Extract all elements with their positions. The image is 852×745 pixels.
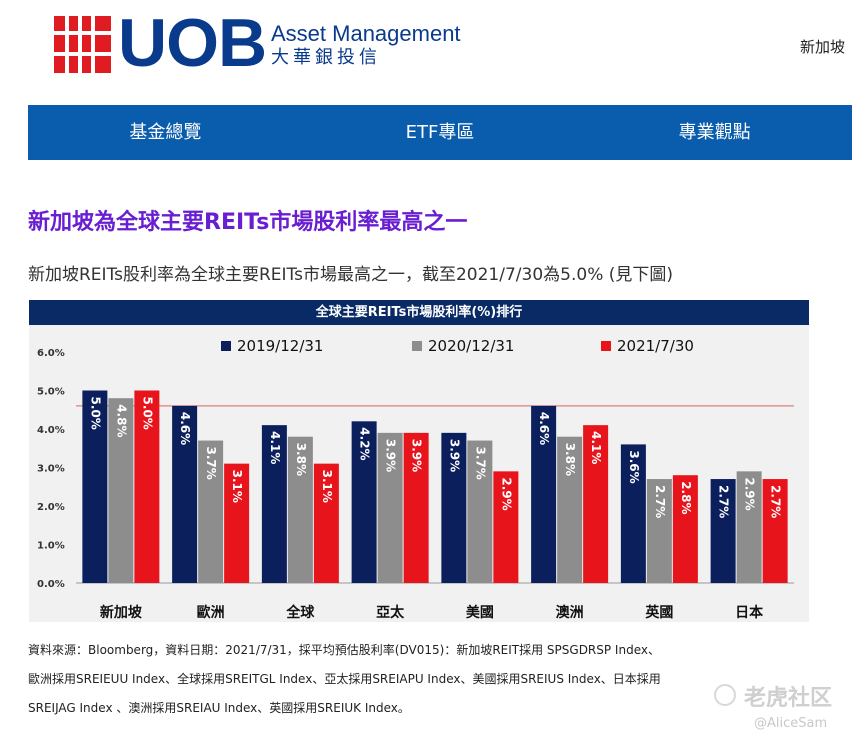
bar [351, 421, 377, 583]
footnote-line: 資料來源：Bloomberg，資料日期：2021/7/31，採平均預估股利率(D… [28, 643, 660, 657]
bar [493, 471, 519, 583]
x-category-label: 澳洲 [556, 604, 584, 621]
bar [108, 398, 134, 583]
uob-grid-gap [78, 16, 82, 73]
bar-data-label: 2.7% [653, 485, 667, 518]
x-category-label: 英國 [644, 604, 673, 621]
bar-data-label: 2.9% [743, 477, 757, 510]
bar [557, 436, 583, 583]
bar-data-label: 2.9% [499, 477, 513, 510]
article-intro: 新加坡REITs股利率為全球主要REITs市場最高之一，截至2021/7/30為… [28, 265, 674, 285]
uob-grid-bg [54, 16, 111, 73]
bar-data-label: 4.1% [268, 431, 282, 464]
nav-item-fund-overview[interactable]: 基金總覽 [129, 122, 202, 143]
uob-grid-icon [54, 16, 111, 73]
uob-grid-gap [91, 16, 95, 73]
bar-data-label: 2.8% [679, 481, 693, 514]
chart-title: 全球主要REITs市場股利率(%)排行 [29, 300, 809, 325]
bar [287, 436, 313, 583]
bar-data-label: 5.0% [140, 397, 154, 430]
legend-label: 2020/12/31 [428, 337, 514, 355]
bar [646, 479, 672, 583]
x-category-label: 美國 [466, 604, 494, 621]
bar-data-label: 4.8% [114, 404, 128, 437]
bar [467, 440, 493, 583]
legend-swatch [221, 341, 231, 351]
x-category-label: 新加坡 [100, 604, 143, 621]
bar-data-label: 3.9% [447, 439, 461, 472]
y-tick-label: 3.0% [37, 464, 65, 475]
y-tick-label: 5.0% [37, 387, 65, 398]
y-tick-label: 1.0% [37, 541, 65, 552]
bar [531, 405, 557, 583]
bar-data-label: 3.6% [627, 450, 641, 483]
region-selector[interactable]: 新加坡 [800, 38, 846, 56]
y-tick-label: 0.0% [37, 579, 65, 590]
article-headline: 新加坡為全球主要REITs市場股利率最高之一 [28, 210, 468, 235]
legend-swatch [601, 341, 611, 351]
uob-grid-gap [65, 16, 69, 73]
bar-data-label: 3.1% [230, 470, 244, 503]
nav-item-etf[interactable]: ETF專區 [405, 122, 475, 143]
bar [672, 475, 698, 583]
y-tick-label: 4.0% [37, 425, 65, 436]
bar [224, 463, 250, 583]
footnote-line: SREIJAG Index 、澳洲採用SREIAU Index、英國採用SREI… [28, 701, 410, 715]
bar [710, 479, 736, 583]
watermark-text: 老虎社区 [744, 686, 833, 711]
bar [198, 440, 224, 583]
y-tick-label: 6.0% [37, 348, 65, 359]
brand-name-cn: 大華銀投信 [271, 47, 381, 68]
x-category-label: 日本 [735, 604, 764, 621]
source-footnote: 資料來源：Bloomberg，資料日期：2021/7/31，採平均預估股利率(D… [28, 636, 728, 723]
bar-data-label: 5.0% [88, 397, 102, 430]
tiger-logo-icon [714, 684, 736, 706]
bar [377, 432, 403, 583]
bar [620, 444, 646, 583]
bar-data-label: 2.7% [769, 485, 783, 518]
bar-data-label: 3.9% [384, 439, 398, 472]
brand-name-en: Asset Management [271, 21, 461, 46]
uob-grid-gap [54, 31, 111, 35]
brand-logo-text: UOB [118, 5, 267, 81]
legend-swatch [412, 341, 422, 351]
x-category-label: 歐洲 [197, 604, 225, 621]
chart-plot: 0.0% 1.0% 2.0% 3.0% 4.0% 5.0% 6.0% 2019/12/31 20… [37, 337, 794, 621]
bar-data-label: 4.1% [589, 431, 603, 464]
bar-data-label: 4.6% [537, 412, 551, 445]
x-category-label: 全球 [285, 604, 315, 621]
main-nav: 基金總覽 ETF專區 專業觀點 [28, 105, 852, 160]
bar-data-label: 3.7% [473, 447, 487, 480]
bar-data-label: 3.1% [320, 470, 334, 503]
bar-data-label: 2.7% [717, 485, 731, 518]
bar-data-label: 3.8% [294, 443, 308, 476]
y-tick-label: 2.0% [37, 502, 65, 513]
watermark-user: @AliceSam [754, 716, 828, 731]
dividend-yield-chart: 全球主要REITs市場股利率(%)排行 0.0% 1.0% 2.0% 3.0% 4.0%… [29, 300, 809, 622]
bar [583, 425, 609, 583]
bar [313, 463, 339, 583]
x-category-label: 亞太 [376, 604, 405, 621]
bar [261, 425, 287, 583]
uob-grid-gap [54, 52, 111, 56]
footnote-line: 歐洲採用SREIEUU Index、全球採用SREITGL Index、亞太採用… [28, 672, 661, 686]
bar-data-label: 3.9% [410, 439, 424, 472]
bar [736, 471, 762, 583]
bar-data-label: 4.2% [358, 427, 372, 460]
legend-label: 2019/12/31 [237, 337, 323, 355]
bar-data-label: 3.7% [204, 447, 218, 480]
bar [441, 432, 467, 583]
bar [403, 432, 429, 583]
bar [82, 390, 108, 583]
legend-label: 2021/7/30 [617, 337, 694, 355]
bar-data-label: 4.6% [178, 412, 192, 445]
bar-data-label: 3.8% [563, 443, 577, 476]
bar [134, 390, 160, 583]
nav-item-insights[interactable]: 專業觀點 [678, 122, 751, 143]
bar [762, 479, 788, 583]
bar [172, 405, 198, 583]
